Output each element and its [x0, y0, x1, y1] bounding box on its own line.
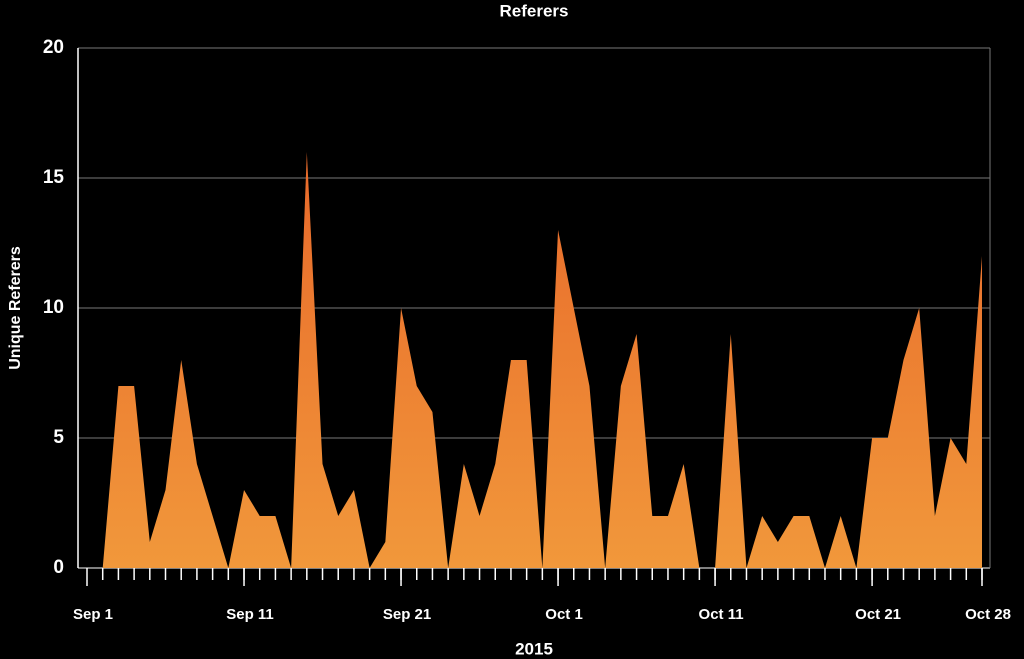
x-tick-label: Sep 11 — [226, 606, 274, 623]
y-tick-label: 15 — [43, 167, 65, 188]
x-tick-label: Sep 1 — [73, 606, 113, 623]
y-tick-label: 10 — [43, 297, 64, 318]
y-tick-label: 20 — [43, 37, 64, 58]
x-tick-label: Sep 21 — [383, 606, 431, 623]
y-tick-label: 5 — [53, 427, 64, 448]
x-tick-label: Oct 1 — [545, 606, 583, 623]
area — [102, 152, 982, 568]
x-axis-label: 2015 — [515, 639, 553, 658]
y-axis-label: Unique Referers — [7, 246, 24, 370]
x-tick-label: Oct 21 — [855, 606, 901, 623]
y-tick-label: 0 — [53, 557, 64, 578]
chart-title: Referers — [500, 1, 569, 20]
x-tick-label: Oct 28 — [965, 606, 1011, 623]
x-tick-label: Oct 11 — [699, 606, 744, 623]
